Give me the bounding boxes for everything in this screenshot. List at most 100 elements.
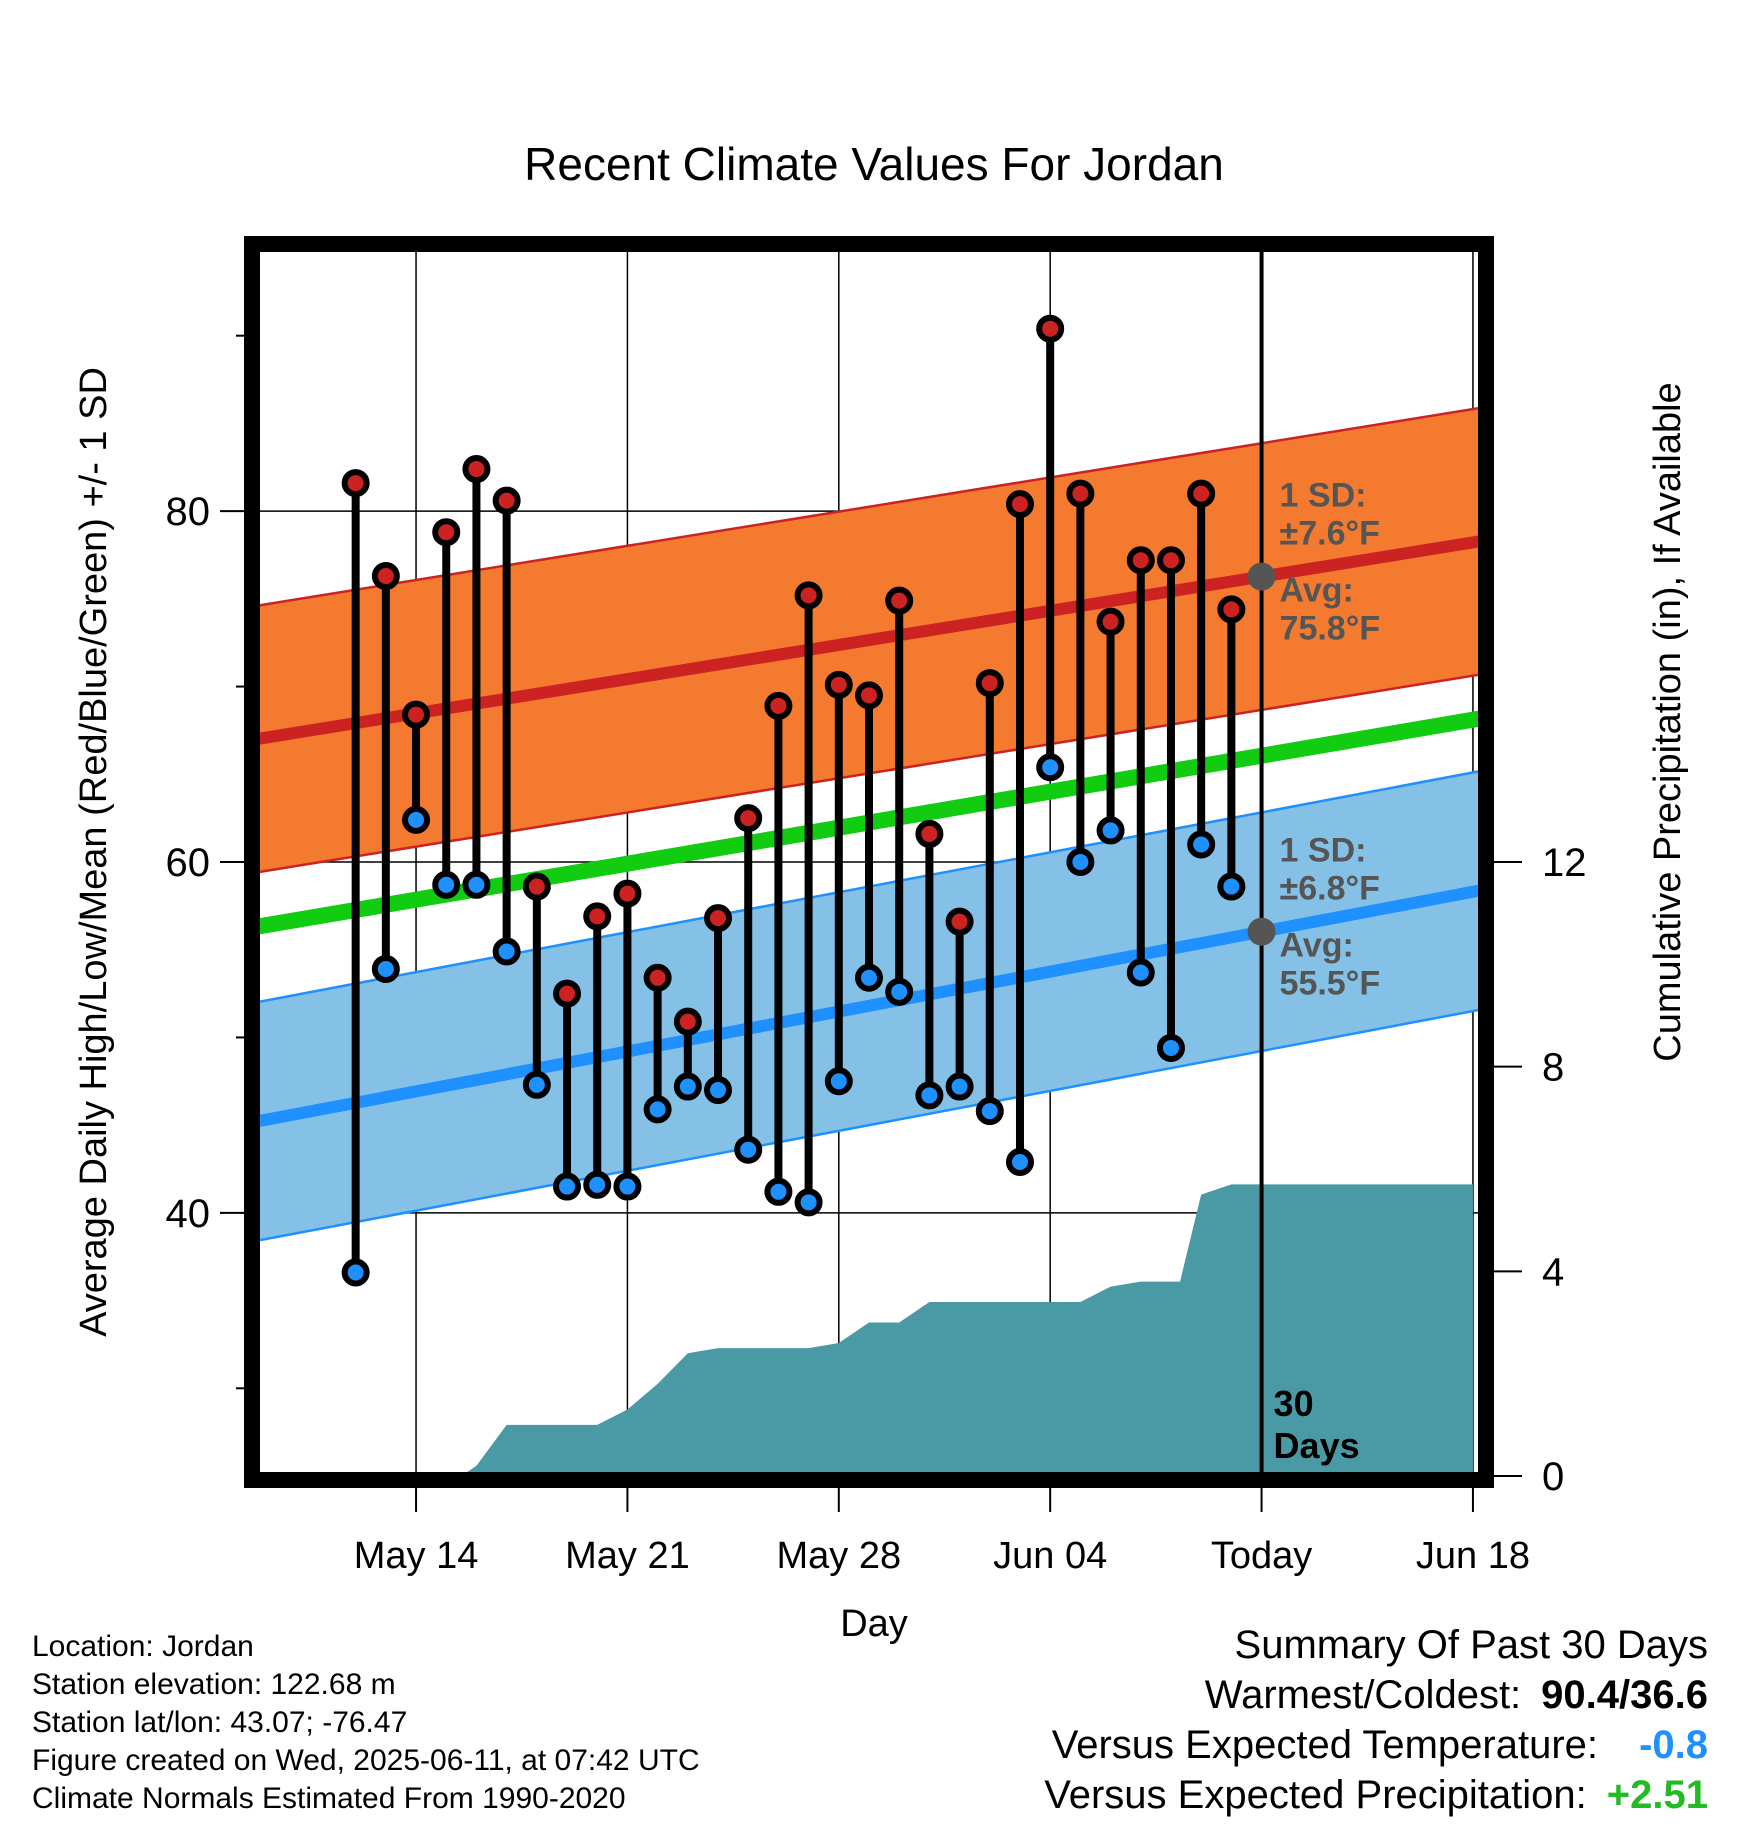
low-point <box>553 1172 582 1201</box>
low-sd-annotation: 1 SD: ±6.8°F <box>1280 832 1380 908</box>
low-point <box>1217 872 1246 901</box>
low-point <box>704 1076 733 1105</box>
high-point <box>794 581 823 610</box>
axes: 40 60 80 0 4 8 12 May 14 May 21 May 28 Jun 04 Today… <box>166 236 1587 1577</box>
high-point <box>432 518 461 547</box>
low-point <box>402 805 431 834</box>
high-point <box>945 907 974 936</box>
temp-value: -0.8 <box>1639 1723 1708 1767</box>
low-point <box>764 1177 793 1206</box>
high-point <box>824 670 853 699</box>
high-point <box>704 904 733 933</box>
high-point <box>1036 314 1065 343</box>
high-avg-marker <box>1247 562 1276 591</box>
high-point <box>462 455 491 484</box>
precip-label: Versus Expected Precipitation: <box>1044 1773 1587 1817</box>
low-point <box>1036 753 1065 782</box>
low-normal-line <box>256 884 1482 1128</box>
high-point <box>341 469 370 498</box>
summary-heading: Summary Of Past 30 Days <box>1234 1623 1708 1667</box>
y2-tick-label: 0 <box>1542 1455 1564 1499</box>
high-point <box>1005 490 1034 519</box>
y2-tick-label: 4 <box>1542 1250 1564 1294</box>
x-tick-label: Jun 18 <box>1416 1535 1530 1577</box>
y-tick-label: 40 <box>166 1192 211 1236</box>
x-tick-label: Today <box>1211 1535 1312 1577</box>
elevation-text: Station elevation: 122.68 m <box>32 1668 396 1701</box>
normals-text: Climate Normals Estimated From 1990-2020 <box>32 1782 626 1815</box>
footer-info: Location: Jordan Station elevation: 122.… <box>32 1628 700 1818</box>
created-text: Figure created on Wed, 2025-06-11, at 07… <box>32 1744 700 1777</box>
low-avg-annotation: Avg: 55.5°F <box>1280 927 1381 1003</box>
x-axis-label: Day <box>840 1603 908 1645</box>
high-sd-annotation: 1 SD: ±7.6°F <box>1280 477 1380 553</box>
high-point <box>1066 479 1095 508</box>
high-avg-annotation: Avg: 75.8°F <box>1280 572 1381 648</box>
low-point <box>824 1067 853 1096</box>
high-point <box>975 669 1004 698</box>
x-tick-label: Jun 04 <box>993 1535 1107 1577</box>
y-axis-label: Average Daily High/Low/Mean (Red/Blue/Gr… <box>73 367 115 1337</box>
low-point <box>462 870 491 899</box>
high-point <box>522 872 551 901</box>
low-point <box>1187 830 1216 859</box>
plot-clip-group: 1 SD: ±7.6°F Avg: 75.8°F 1 SD: ±6.8°F Avg: 55.5… <box>256 248 1482 1476</box>
low-band-edge <box>256 1008 1482 1243</box>
high-point <box>764 691 793 720</box>
temp-row: Versus Expected Temperature: -0.8 <box>1044 1720 1708 1770</box>
low-point <box>673 1072 702 1101</box>
low-point <box>915 1081 944 1110</box>
low-point <box>492 937 521 966</box>
y2-tick-label: 12 <box>1542 841 1587 885</box>
low-point <box>794 1188 823 1217</box>
high-point <box>1187 479 1216 508</box>
high-point <box>613 879 642 908</box>
high-point <box>1126 546 1155 575</box>
high-point <box>583 902 612 931</box>
low-point <box>432 870 461 899</box>
x-tick-label: May 14 <box>354 1535 479 1577</box>
low-point <box>1066 848 1095 876</box>
low-point <box>583 1170 612 1199</box>
high-point <box>402 700 431 729</box>
low-point <box>855 963 883 992</box>
plot-frame <box>244 236 1494 1488</box>
location-text: Location: Jordan <box>32 1630 254 1663</box>
y-tick-label: 60 <box>166 841 211 885</box>
x-tick-label: May 21 <box>565 1535 690 1577</box>
low-point <box>643 1095 672 1124</box>
low-point <box>341 1258 370 1287</box>
high-point <box>855 681 883 710</box>
precip-value: +2.51 <box>1606 1773 1708 1817</box>
high-point <box>915 819 944 848</box>
chart-title: Recent Climate Values For Jordan <box>524 138 1224 190</box>
temp-label: Versus Expected Temperature: <box>1051 1723 1598 1767</box>
y-tick-label: 80 <box>166 490 211 534</box>
low-avg-marker <box>1247 917 1276 946</box>
high-point <box>734 804 763 833</box>
latlon-text: Station lat/lon: 43.07; -76.47 <box>32 1706 408 1739</box>
high-point <box>1156 546 1185 575</box>
x-tick-label: May 28 <box>776 1535 901 1577</box>
today-days-label: 30 Days <box>1274 1383 1360 1466</box>
high-normal-line <box>256 535 1482 746</box>
high-point <box>1217 595 1246 624</box>
low-point <box>885 977 914 1006</box>
high-point <box>492 486 521 515</box>
low-point <box>1126 958 1155 987</box>
high-band-edge <box>256 406 1482 608</box>
low-point <box>975 1097 1004 1126</box>
low-point <box>1005 1147 1034 1176</box>
high-point <box>553 979 582 1008</box>
low-point <box>1156 1033 1185 1062</box>
low-point <box>522 1070 551 1099</box>
precip-area <box>355 1184 1473 1476</box>
precip-row: Versus Expected Precipitation: +2.51 <box>1044 1770 1708 1820</box>
high-point <box>673 1007 702 1036</box>
low-point <box>734 1135 763 1164</box>
plot-area: 1 SD: ±7.6°F Avg: 75.8°F 1 SD: ±6.8°F Avg: 55.5… <box>256 248 1482 1476</box>
summary-panel: Summary Of Past 30 Days Warmest/Coldest:… <box>1044 1620 1708 1820</box>
warmest-label: Warmest/Coldest: <box>1204 1673 1522 1717</box>
y2-tick-label: 8 <box>1542 1046 1564 1090</box>
